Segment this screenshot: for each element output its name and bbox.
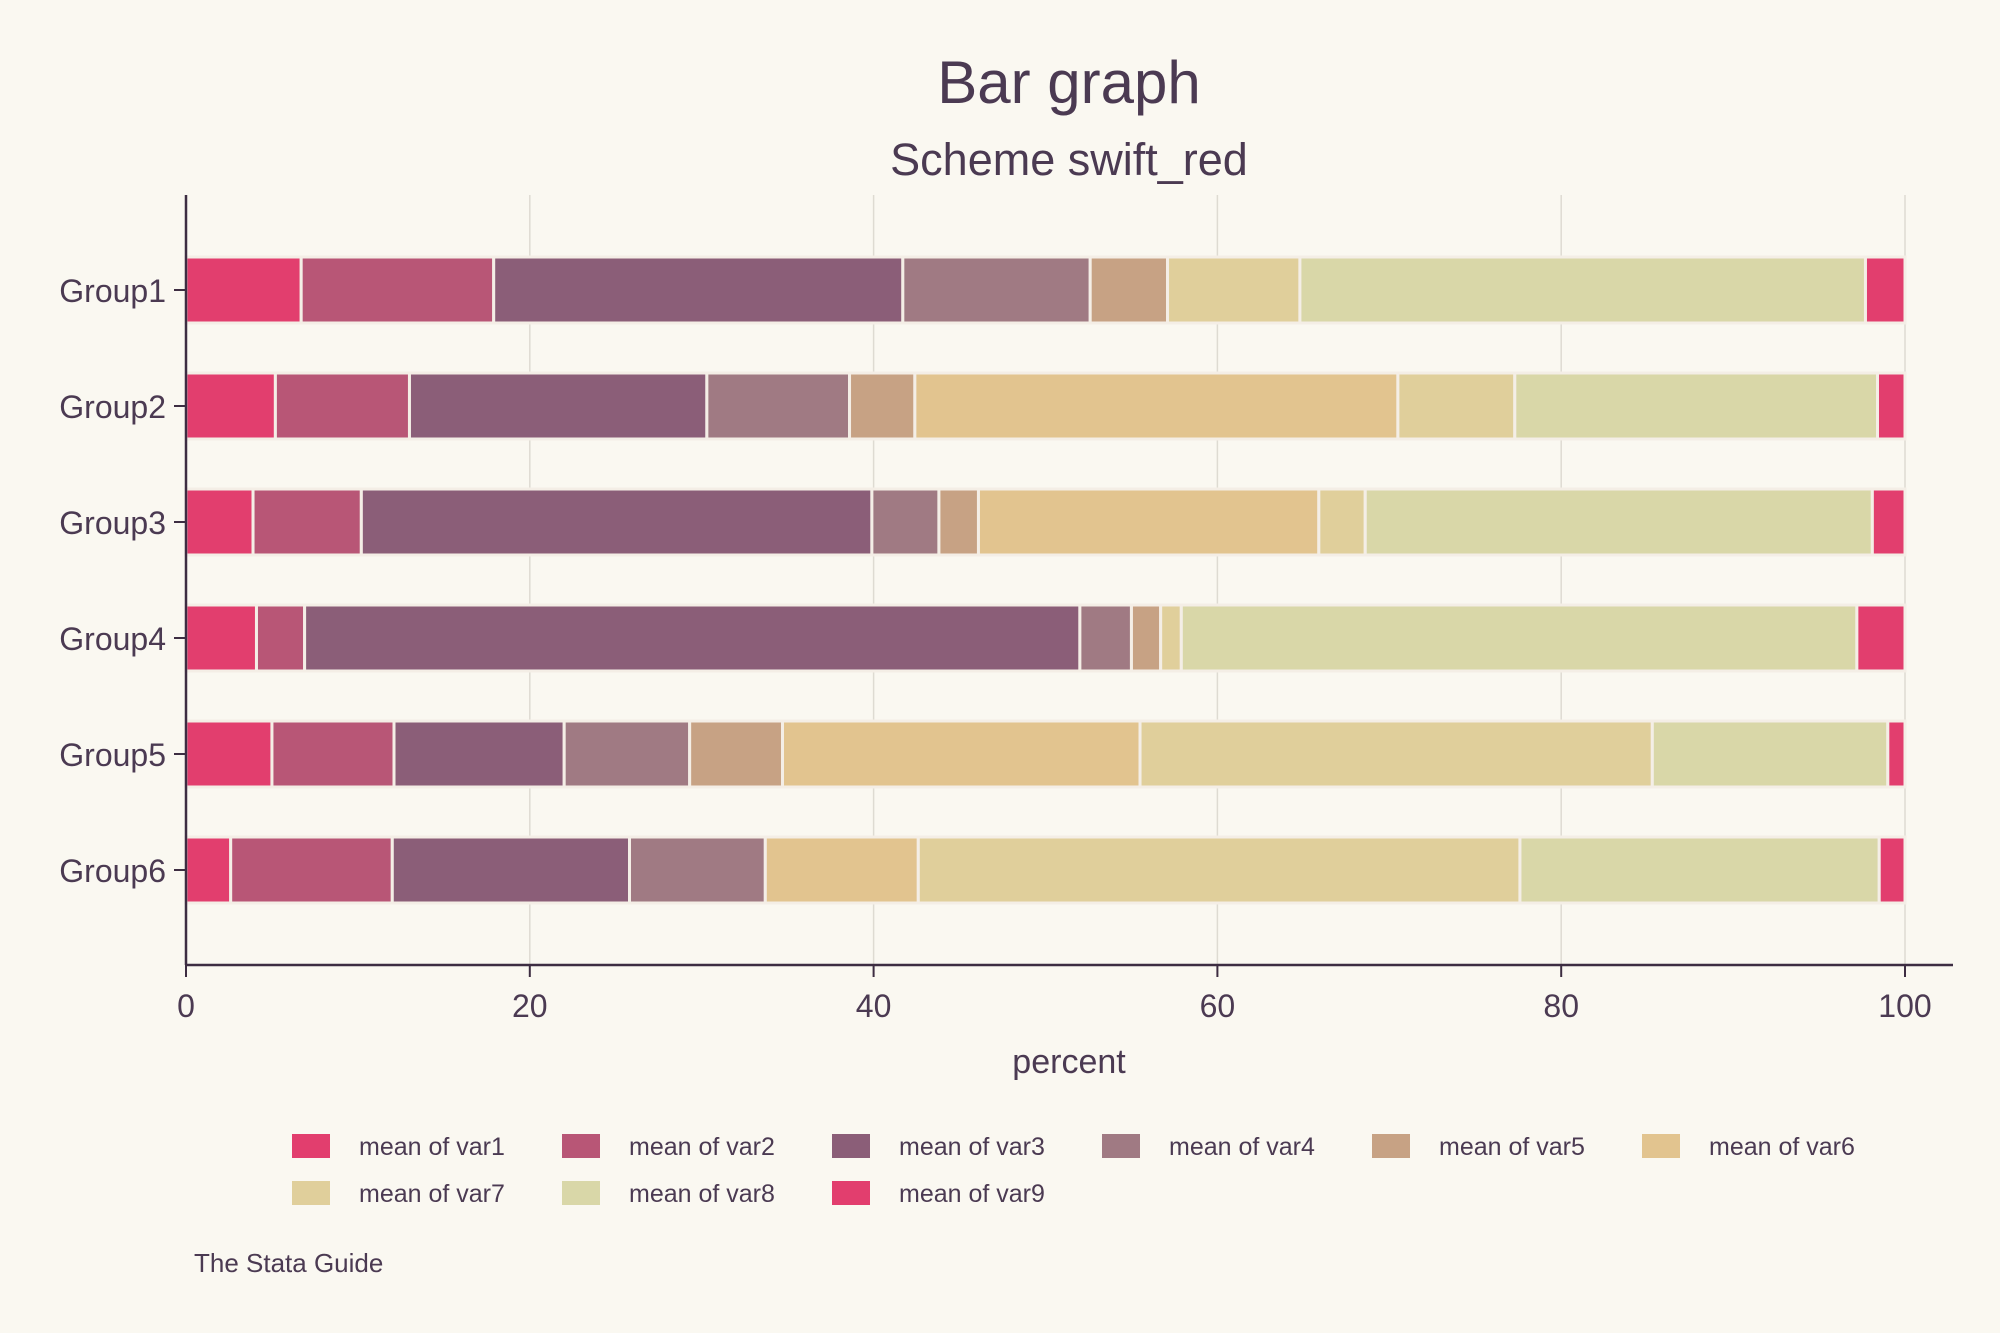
- legend-swatch-var4: [1102, 1134, 1140, 1158]
- bar-group1-var5: [1088, 255, 1170, 325]
- bar-segments: [184, 255, 1907, 905]
- bar-group2-var3: [407, 371, 709, 441]
- bar-group1-var8: [1298, 255, 1867, 325]
- bar-group2-var6: [913, 371, 1400, 441]
- bar-group6-var8: [1518, 835, 1881, 905]
- legend-swatch-var5: [1372, 1134, 1410, 1158]
- bar-group2-var4: [705, 371, 852, 441]
- bar-group5-var9: [1886, 719, 1907, 789]
- x-tick-label-20: 20: [512, 988, 548, 1024]
- bar-group6-var2: [229, 835, 394, 905]
- legend-label-var3: mean of var3: [899, 1133, 1045, 1161]
- bar-group6-var7: [916, 835, 1522, 905]
- bar-group1-var2: [299, 255, 496, 325]
- bar-group5-var6: [780, 719, 1142, 789]
- legend-swatch-var7: [292, 1181, 330, 1205]
- bar-group1-var1: [184, 255, 303, 325]
- bar-group6-var3: [390, 835, 632, 905]
- legend-swatch-var6: [1642, 1134, 1680, 1158]
- bar-group6-var9: [1877, 835, 1907, 905]
- bar-group5-var8: [1650, 719, 1890, 789]
- legend-label-var9: mean of var9: [899, 1180, 1045, 1208]
- x-tick-label-40: 40: [856, 988, 892, 1024]
- bar-group5-var3: [392, 719, 566, 789]
- bar-group4-var3: [303, 603, 1082, 673]
- bar-group6-var6: [763, 835, 920, 905]
- bar-group5-var2: [270, 719, 396, 789]
- bar-group3-var2: [251, 487, 363, 557]
- legend-label-var8: mean of var8: [629, 1180, 775, 1208]
- bar-group2-var8: [1513, 371, 1879, 441]
- legend-label-var2: mean of var2: [629, 1133, 775, 1161]
- bar-group2-var7: [1396, 371, 1517, 441]
- bar-group4-var7: [1159, 603, 1183, 673]
- legend-label-var4: mean of var4: [1169, 1133, 1315, 1161]
- bar-group2-var5: [848, 371, 917, 441]
- bar-group3-var6: [976, 487, 1321, 557]
- legend: mean of var1 mean of var2 mean of var3 mean…: [292, 1133, 1855, 1208]
- chart-note: The Stata Guide: [194, 1248, 383, 1278]
- bar-group1-var9: [1863, 255, 1907, 325]
- bar-group3-var3: [359, 487, 874, 557]
- legend-label-var1: mean of var1: [359, 1133, 505, 1161]
- legend-label-var6: mean of var6: [1709, 1133, 1855, 1161]
- y-tick-label-group1: Group1: [59, 273, 166, 309]
- bar-group1-var4: [901, 255, 1092, 325]
- bar-group4-var1: [184, 603, 258, 673]
- y-tick-label-group2: Group2: [59, 389, 166, 425]
- bar-group1-var7: [1166, 255, 1302, 325]
- x-tick-label-60: 60: [1200, 988, 1236, 1024]
- bar-group3-var1: [184, 487, 255, 557]
- bar-group4-var9: [1855, 603, 1907, 673]
- bar-group4-var5: [1129, 603, 1163, 673]
- legend-swatch-var1: [292, 1134, 330, 1158]
- bar-group6-var4: [628, 835, 767, 905]
- legend-swatch-var9: [832, 1181, 870, 1205]
- bar-group4-var2: [254, 603, 307, 673]
- x-tick-label-0: 0: [177, 988, 195, 1024]
- bar-group5-var4: [562, 719, 692, 789]
- bar-group3-var9: [1870, 487, 1907, 557]
- y-tick-label-group3: Group3: [59, 505, 166, 541]
- x-axis-title: percent: [1012, 1043, 1126, 1081]
- bar-group5-var5: [688, 719, 784, 789]
- bar-group6-var1: [184, 835, 233, 905]
- bar-group3-var8: [1363, 487, 1874, 557]
- legend-label-var7: mean of var7: [359, 1180, 505, 1208]
- bar-group3-var4: [870, 487, 941, 557]
- bar-group2-var1: [184, 371, 277, 441]
- bar-group2-var9: [1875, 371, 1907, 441]
- bar-group5-var1: [184, 719, 274, 789]
- bar-group4-var4: [1078, 603, 1133, 673]
- axis-labels: 0 20 40 60 80 100 Group1 Group2 Group3 Group4 Grou…: [59, 273, 1931, 1024]
- y-tick-label-group4: Group4: [59, 621, 166, 657]
- y-tick-label-group5: Group5: [59, 737, 166, 773]
- chart-subtitle: Scheme swift_red: [890, 134, 1248, 185]
- legend-swatch-var3: [832, 1134, 870, 1158]
- bar-group1-var3: [492, 255, 905, 325]
- x-tick-label-80: 80: [1543, 988, 1579, 1024]
- chart-title: Bar graph: [937, 49, 1201, 116]
- legend-swatch-var2: [562, 1134, 600, 1158]
- bar-group4-var8: [1179, 603, 1859, 673]
- bar-group3-var5: [937, 487, 980, 557]
- legend-label-var5: mean of var5: [1439, 1133, 1585, 1161]
- y-tick-label-group6: Group6: [59, 853, 166, 889]
- x-tick-label-100: 100: [1878, 988, 1931, 1024]
- bar-group2-var2: [273, 371, 411, 441]
- bar-group5-var7: [1138, 719, 1654, 789]
- bar-group3-var7: [1317, 487, 1367, 557]
- legend-swatch-var8: [562, 1181, 600, 1205]
- axes: [184, 195, 1953, 967]
